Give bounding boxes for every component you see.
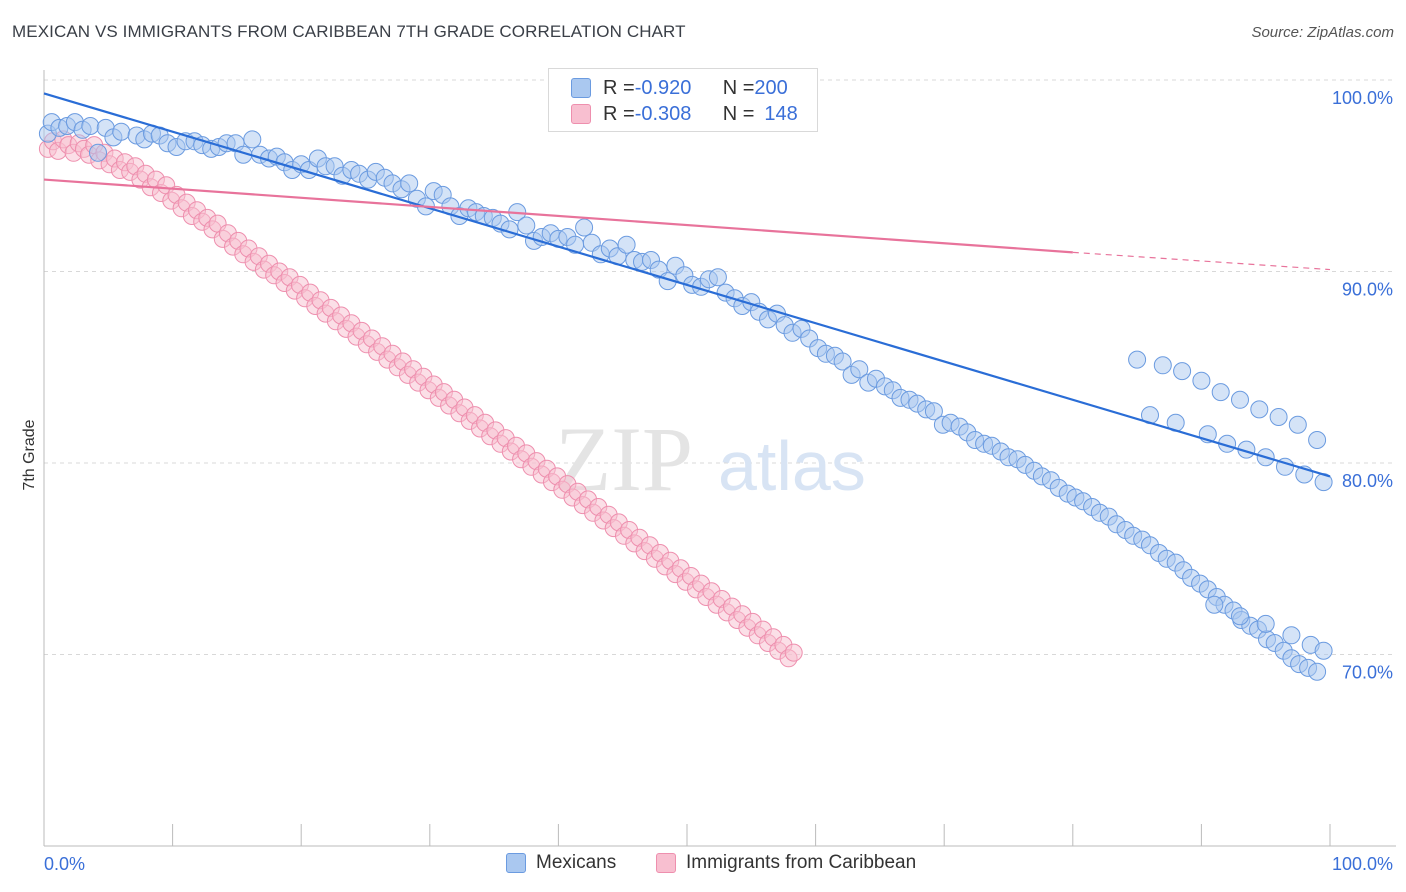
data-point: [575, 218, 594, 237]
caribbean-points: [38, 130, 803, 668]
data-point: [617, 235, 636, 254]
data-point: [833, 352, 852, 371]
data-point: [1231, 390, 1249, 409]
data-point: [1288, 415, 1307, 434]
x-tick-label: 0.0%: [44, 854, 85, 874]
data-point: [1153, 356, 1172, 375]
data-point: [517, 216, 536, 235]
data-point: [850, 360, 869, 379]
data-point: [784, 643, 803, 662]
trend-lines: [43, 92, 1331, 478]
r-label: R =: [603, 76, 635, 99]
stats-row-caribbean: R = -0.308 N = 148: [571, 103, 798, 125]
n-label: N =: [722, 102, 755, 125]
legend-label: Immigrants from Caribbean: [686, 852, 917, 873]
data-point: [1282, 626, 1301, 645]
data-point: [81, 117, 100, 135]
data-point: [708, 268, 727, 287]
data-point: [1314, 641, 1333, 660]
y-tick-label: 100.0%: [1332, 88, 1393, 108]
watermark: ZIP atlas: [555, 408, 866, 510]
source-note: Source: ZipAtlas.com: [1251, 24, 1394, 41]
data-point: [1128, 350, 1147, 369]
data-point: [1192, 371, 1211, 390]
data-point: [1256, 614, 1275, 633]
data-point: [400, 174, 419, 193]
r-label: R =: [603, 102, 635, 125]
data-point: [1308, 662, 1327, 681]
r-value: -0.308: [634, 102, 692, 125]
series-legend: Mexicans Immigrants from Caribbean: [0, 852, 1406, 878]
data-point: [924, 402, 943, 421]
data-point: [1211, 383, 1230, 402]
mexicans-trend-line: [43, 92, 1331, 478]
gridlines: [44, 79, 1396, 655]
y-tick-label: 90.0%: [1342, 280, 1393, 300]
data-point: [112, 122, 131, 141]
x-tick-labels: 0.0% 100.0%: [44, 854, 1393, 874]
caribbean-trend-line: [43, 178, 1073, 254]
data-point: [243, 130, 262, 149]
n-label: N =: [722, 76, 755, 99]
legend-label: Mexicans: [536, 852, 617, 873]
axes: [43, 70, 1396, 847]
n-value: 200: [754, 76, 788, 99]
y-tick-labels: 100.0% 90.0% 80.0% 70.0%: [1332, 88, 1393, 683]
mexicans-swatch: [506, 853, 526, 873]
data-point: [1173, 362, 1192, 381]
watermark-atlas: atlas: [718, 427, 866, 505]
legend-item-caribbean[interactable]: Immigrants from Caribbean: [656, 852, 916, 874]
y-tick-label: 80.0%: [1342, 471, 1393, 491]
caribbean-swatch: [656, 853, 676, 873]
data-point: [1269, 408, 1288, 426]
y-tick-label: 70.0%: [1342, 663, 1393, 683]
x-tick-label: 100.0%: [1332, 854, 1393, 874]
data-point: [1250, 400, 1269, 419]
data-point: [89, 143, 107, 162]
stats-row-mexicans: R = -0.920 N = 200: [571, 77, 788, 99]
caribbean-swatch: [571, 104, 591, 124]
chart-title: MEXICAN VS IMMIGRANTS FROM CARIBBEAN 7TH…: [12, 22, 686, 41]
data-point: [1205, 595, 1224, 614]
mexican-points: [38, 113, 1333, 681]
data-point: [1308, 431, 1327, 449]
legend-item-mexicans[interactable]: Mexicans: [506, 852, 616, 874]
stats-legend: R = -0.920 N = 200 R = -0.308 N = 148: [548, 68, 818, 132]
r-value: -0.920: [634, 76, 692, 99]
n-value: 148: [764, 102, 798, 125]
y-axis-label: 7th Grade: [21, 419, 38, 490]
mexicans-swatch: [571, 78, 591, 98]
caribbean-trend-extension: [1072, 251, 1331, 271]
data-point: [1231, 607, 1249, 626]
